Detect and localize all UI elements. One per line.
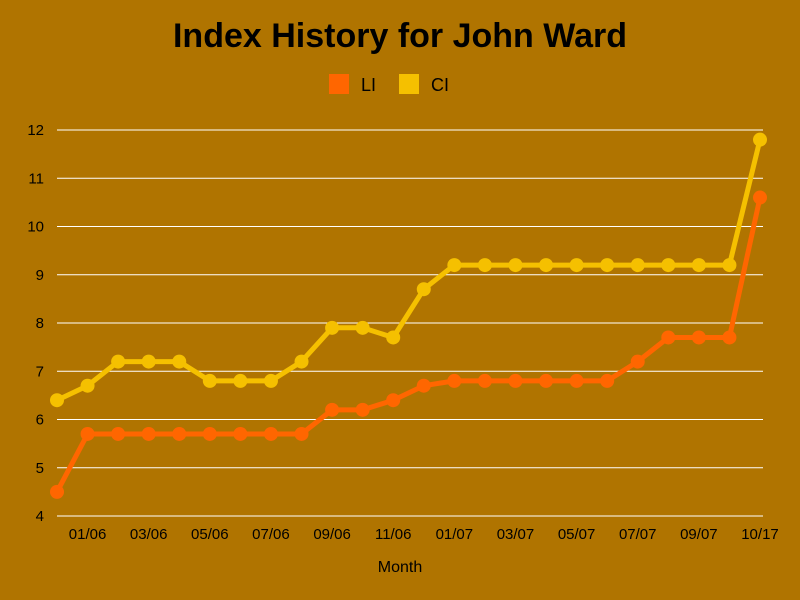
x-tick-label: 07/06 bbox=[252, 526, 290, 543]
data-point bbox=[141, 426, 156, 441]
data-point bbox=[202, 426, 217, 441]
series-ci bbox=[50, 132, 767, 408]
data-point bbox=[355, 402, 370, 417]
legend-swatch bbox=[399, 74, 419, 94]
data-point bbox=[294, 426, 309, 441]
legend-label: CI bbox=[431, 75, 449, 95]
data-point bbox=[325, 320, 340, 335]
x-tick-label: 03/06 bbox=[130, 526, 168, 543]
grid-lines bbox=[57, 129, 763, 517]
data-point bbox=[416, 378, 431, 393]
chart-legend: LI CI bbox=[329, 74, 449, 95]
data-point bbox=[80, 378, 95, 393]
legend-label: LI bbox=[361, 75, 376, 95]
y-tick-label: 8 bbox=[36, 315, 44, 332]
data-point bbox=[630, 258, 645, 273]
data-point bbox=[141, 354, 156, 369]
y-tick-label: 11 bbox=[28, 170, 44, 187]
y-axis-ticks: 4 5 6 7 8 9 10 11 12 bbox=[27, 122, 44, 525]
data-point bbox=[447, 258, 462, 273]
data-point bbox=[600, 258, 615, 273]
data-point bbox=[233, 426, 248, 441]
data-point bbox=[477, 258, 492, 273]
series-li bbox=[50, 190, 767, 499]
chart-title: Index History for John Ward bbox=[173, 17, 627, 55]
data-point bbox=[355, 320, 370, 335]
data-point bbox=[416, 282, 431, 297]
x-axis-label: Month bbox=[378, 559, 422, 576]
data-point bbox=[722, 258, 737, 273]
data-point bbox=[539, 373, 554, 388]
data-point bbox=[386, 393, 401, 408]
x-tick-label: 01/06 bbox=[69, 526, 107, 543]
data-point bbox=[50, 393, 64, 408]
y-tick-label: 10 bbox=[27, 219, 44, 236]
legend-swatch bbox=[329, 74, 349, 94]
y-tick-label: 6 bbox=[36, 412, 44, 429]
data-point bbox=[630, 354, 645, 369]
data-point bbox=[202, 373, 217, 388]
y-tick-label: 9 bbox=[36, 267, 44, 284]
x-tick-label: 03/07 bbox=[497, 526, 535, 543]
data-point bbox=[325, 402, 340, 417]
y-tick-label: 12 bbox=[27, 122, 44, 139]
data-point bbox=[539, 258, 554, 273]
data-point bbox=[172, 426, 187, 441]
y-tick-label: 4 bbox=[36, 508, 44, 525]
data-point bbox=[263, 426, 278, 441]
data-point bbox=[691, 258, 706, 273]
data-point bbox=[508, 373, 523, 388]
data-point bbox=[753, 132, 767, 147]
x-tick-label: 10/17 bbox=[741, 526, 779, 543]
x-tick-label: 01/07 bbox=[436, 526, 474, 543]
data-point bbox=[477, 373, 492, 388]
data-point bbox=[569, 373, 584, 388]
x-axis-ticks: 01/06 03/06 05/06 07/06 09/06 11/06 01/07 03/07… bbox=[69, 526, 779, 543]
data-point bbox=[508, 258, 523, 273]
data-point bbox=[661, 330, 676, 345]
data-point bbox=[386, 330, 401, 345]
data-point bbox=[50, 484, 64, 499]
data-point bbox=[294, 354, 309, 369]
data-point bbox=[111, 354, 126, 369]
series-lines bbox=[50, 132, 767, 499]
data-point bbox=[753, 190, 767, 205]
x-tick-label: 07/07 bbox=[619, 526, 657, 543]
x-tick-label: 05/06 bbox=[191, 526, 229, 543]
data-point bbox=[600, 373, 615, 388]
data-point bbox=[172, 354, 187, 369]
y-tick-label: 7 bbox=[36, 363, 44, 380]
x-tick-label: 11/06 bbox=[375, 526, 411, 543]
data-point bbox=[111, 426, 126, 441]
data-point bbox=[263, 373, 278, 388]
data-point bbox=[569, 258, 584, 273]
data-point bbox=[722, 330, 737, 345]
data-point bbox=[80, 426, 95, 441]
x-tick-label: 09/07 bbox=[680, 526, 718, 543]
series-line bbox=[54, 195, 763, 495]
data-point bbox=[233, 373, 248, 388]
data-point bbox=[447, 373, 462, 388]
data-point bbox=[691, 330, 706, 345]
y-tick-label: 5 bbox=[36, 460, 44, 477]
data-point bbox=[661, 258, 676, 273]
x-tick-label: 09/06 bbox=[313, 526, 351, 543]
x-tick-label: 05/07 bbox=[558, 526, 596, 543]
